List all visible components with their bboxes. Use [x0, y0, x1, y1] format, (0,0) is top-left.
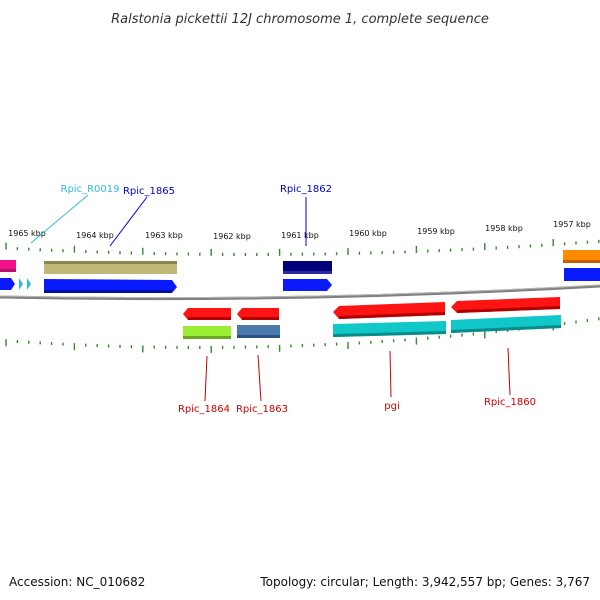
kbp-label-1958: 1958 kbp: [485, 224, 523, 233]
gene-steel-shade: [237, 335, 280, 338]
chromosome-backbone-highlight: [0, 284, 600, 299]
gene-navy-highlight: [283, 271, 332, 274]
gene-cyan-1860-shade: [451, 325, 561, 333]
kbp-label-1963: 1963 kbp: [145, 231, 183, 240]
gene-red-1863-shade: [242, 317, 279, 320]
map-title: Ralstonia pickettii 12J chromosome 1, co…: [111, 12, 489, 27]
gene-cyan-pgi-shade: [333, 331, 446, 337]
kbp-label-1960: 1960 kbp: [349, 229, 387, 238]
leader-rpic-1860: [507, 347, 511, 396]
leader-pgi: [389, 350, 392, 398]
label-pgi[interactable]: pgi: [384, 401, 399, 412]
footer-accession: Accession: NC_010682: [9, 575, 145, 589]
kbp-label-1961: 1961 kbp: [281, 231, 319, 240]
gene-steel-rpic-1863[interactable]: [237, 325, 280, 338]
kbp-label-1964: 1964 kbp: [76, 231, 114, 240]
leader-rpic-1865: [109, 196, 148, 247]
label-rpic-1863[interactable]: Rpic_1863: [236, 404, 288, 415]
kbp-scale-labels: 1965 kbp 1964 kbp 1963 kbp 1962 kbp 1961…: [8, 220, 591, 241]
label-leaders: [30, 194, 511, 402]
kbp-label-1965: 1965 kbp: [8, 229, 46, 238]
chromosome-backbone: [0, 284, 600, 301]
rna-arrow-1[interactable]: [19, 278, 23, 290]
gene-red-1864-shade: [188, 317, 231, 320]
kbp-label-1962: 1962 kbp: [213, 232, 251, 241]
gene-blue-rpic-1862[interactable]: [283, 279, 332, 291]
label-rpic-1860[interactable]: Rpic_1860: [484, 397, 536, 408]
label-rpic-r0019[interactable]: Rpic_R0019: [61, 184, 120, 195]
outer-tick-marks: [5, 239, 600, 256]
leader-rpic-1864: [204, 355, 208, 402]
footer-topology: Topology: circular; Length: 3,942,557 bp…: [259, 575, 590, 589]
label-rpic-1862[interactable]: Rpic_1862: [280, 184, 332, 195]
gene-blue-shade: [44, 290, 172, 293]
gene-blue-right[interactable]: [564, 268, 600, 281]
reverse-strand-features: [183, 297, 561, 339]
gene-blue-rpic-1865[interactable]: [44, 279, 177, 293]
gene-red-pgi-shade: [339, 312, 445, 319]
gene-orange-shade: [563, 260, 600, 263]
gene-red-1860-shade: [457, 306, 560, 313]
label-rpic-1864[interactable]: Rpic_1864: [178, 404, 230, 415]
label-rpic-1865[interactable]: Rpic_1865: [123, 186, 175, 197]
gene-magenta-shade: [0, 269, 16, 272]
gene-blue-left[interactable]: [0, 278, 15, 290]
gene-green-shade: [183, 336, 231, 339]
forward-strand-features: [0, 250, 600, 293]
leader-rpic-1863: [257, 354, 262, 402]
rna-arrow-2[interactable]: [27, 278, 31, 290]
leader-rpic-r0019: [30, 194, 89, 244]
gene-orange[interactable]: [563, 250, 600, 263]
kbp-label-1959: 1959 kbp: [417, 227, 455, 236]
gene-khaki-rpic-1865[interactable]: [44, 261, 177, 274]
gene-green-rpic-1864[interactable]: [183, 326, 231, 339]
inner-tick-marks: [5, 317, 600, 353]
kbp-label-1957: 1957 kbp: [553, 220, 591, 229]
gene-navy-rpic-1862[interactable]: [283, 261, 332, 274]
gene-labels: Rpic_R0019 Rpic_1865 Rpic_1862 Rpic_1864…: [61, 184, 537, 415]
gene-khaki-shade: [44, 261, 177, 264]
